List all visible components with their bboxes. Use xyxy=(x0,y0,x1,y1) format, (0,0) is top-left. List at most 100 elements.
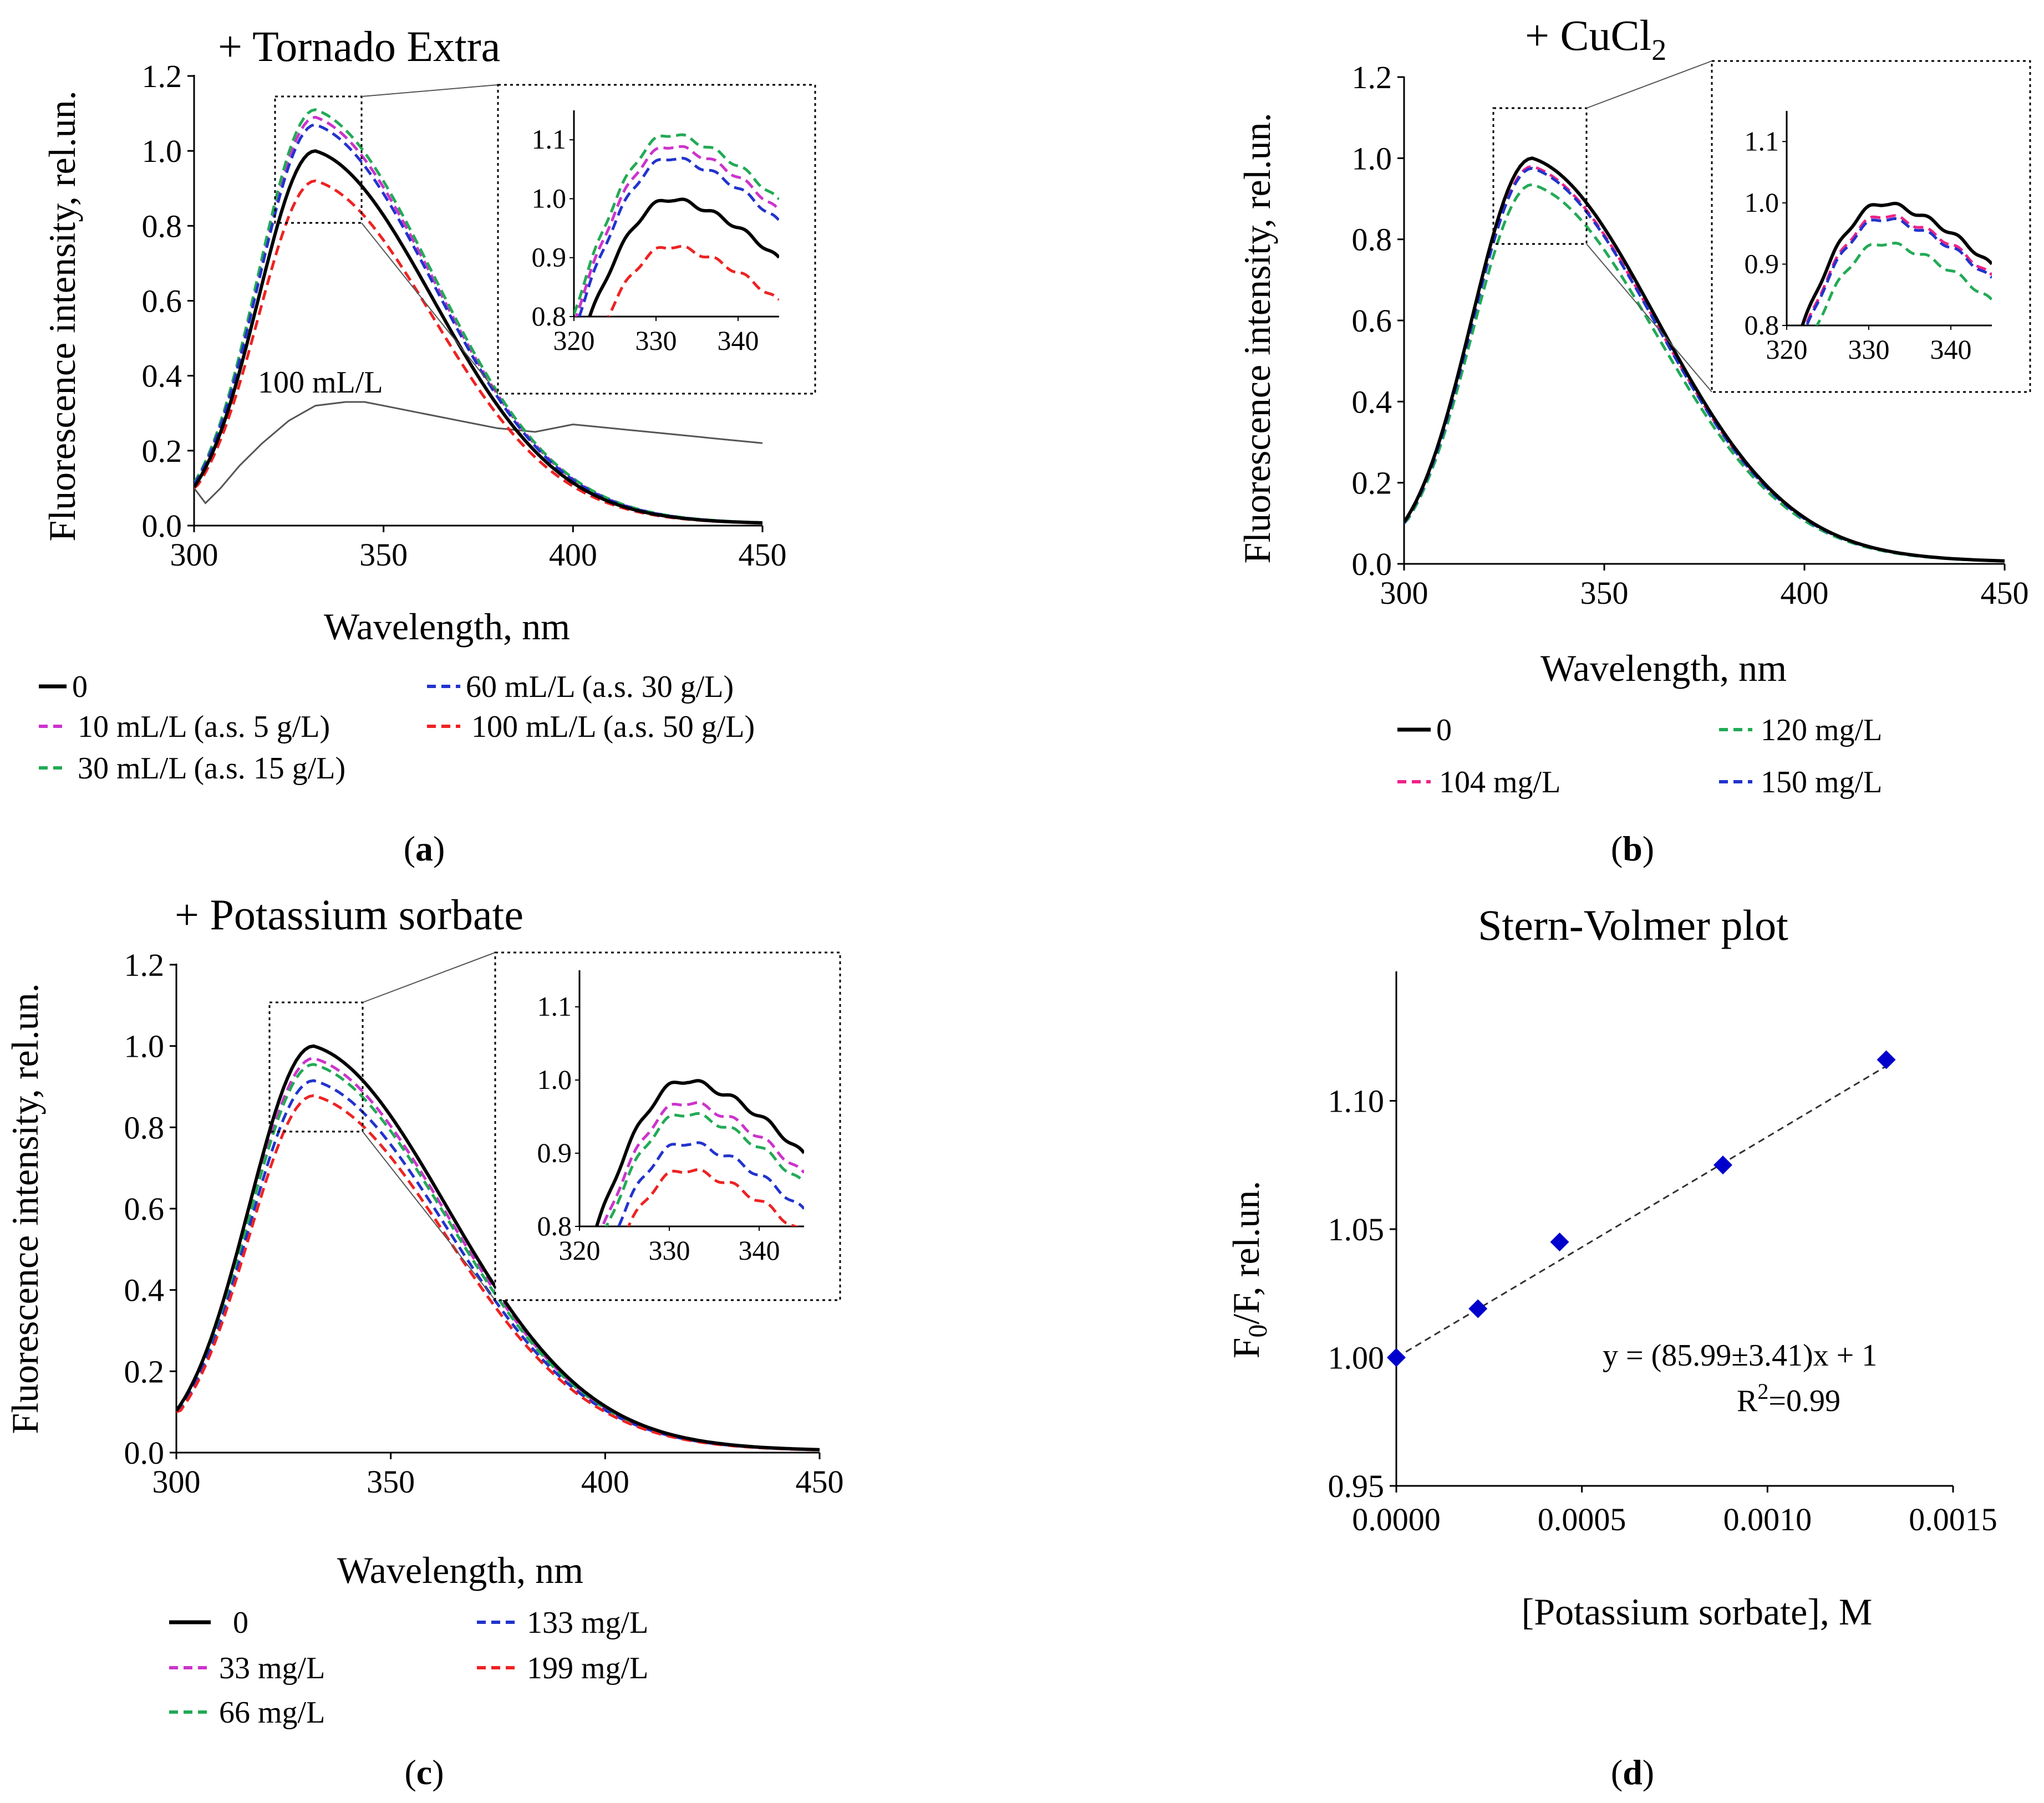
panel-d: Stern-Volmer plot F0/F, rel.un. [Potassi… xyxy=(1225,901,1997,1792)
y-tick-label: 1.10 xyxy=(1328,1083,1385,1119)
y-tick-label: 1.0 xyxy=(142,133,182,169)
inset-series-line xyxy=(607,245,779,317)
x-tick-label: 300 xyxy=(170,537,218,573)
panel-b-title: + CuCl2 xyxy=(1525,11,1666,67)
inset-x-tick: 340 xyxy=(718,325,759,356)
inset-y-tick: 0.9 xyxy=(532,242,567,273)
y-tick-label: 1.2 xyxy=(142,58,182,94)
y-tick-label: 0.2 xyxy=(124,1353,165,1389)
inset-x-tick: 330 xyxy=(635,325,677,356)
x-tick-label: 300 xyxy=(152,1464,201,1500)
legend-c-133: 133 mg/L xyxy=(527,1606,648,1640)
panel-a-caption: (a) xyxy=(404,829,445,868)
series-line xyxy=(1404,183,2005,563)
legend-b-120: 120 mg/L xyxy=(1761,713,1882,747)
inset-series-line xyxy=(1805,217,1992,325)
inset-series-line xyxy=(578,156,779,317)
y-tick-label: 0.8 xyxy=(124,1109,165,1145)
series-line xyxy=(176,1094,820,1451)
panel-c-xlabel: Wavelength, nm xyxy=(337,1549,583,1591)
panel-a-ylabel: Fluorescence intensity, rel.un. xyxy=(41,90,83,541)
panel-c-zoom-box xyxy=(268,1001,364,1133)
y-tick-label: 0.0 xyxy=(1352,546,1392,582)
inset-series-line xyxy=(1801,201,1992,325)
panel-d-axes xyxy=(1395,971,1953,1487)
legend-b-0: 0 xyxy=(1436,713,1452,747)
inset-series-line xyxy=(588,197,779,317)
fit-line xyxy=(1396,1065,1887,1358)
x-tick-label: 450 xyxy=(796,1464,844,1500)
panel-c-ylabel: Fluorescence intensity, rel.un. xyxy=(4,983,46,1434)
legend-c-66: 66 mg/L xyxy=(219,1695,325,1730)
y-tick-label: 1.0 xyxy=(1352,140,1392,176)
inset-y-tick: 0.9 xyxy=(1745,248,1779,279)
series-line xyxy=(194,149,762,525)
panel-c-title: + Potassium sorbate xyxy=(175,890,523,939)
legend-c-0: 0 xyxy=(233,1606,248,1640)
y-tick-label: 0.4 xyxy=(142,358,182,394)
panel-a-zoom-box xyxy=(274,95,363,224)
inset-x-tick: 330 xyxy=(649,1235,690,1266)
panel-d-xlabel: [Potassium sorbate], M xyxy=(1522,1591,1873,1633)
y-tick-label: 0.4 xyxy=(124,1272,165,1308)
inset-series-line xyxy=(627,1168,799,1226)
x-tick-label: 350 xyxy=(359,537,408,573)
panel-b-axes xyxy=(1403,77,2005,565)
y-tick-label: 1.00 xyxy=(1328,1340,1385,1376)
inset-y-tick: 0.8 xyxy=(537,1210,572,1241)
series-line-100-raw xyxy=(194,401,762,505)
inset-series-line xyxy=(604,1112,804,1226)
panel-b-inset-frame xyxy=(1711,60,2031,393)
panel-c-caption: (c) xyxy=(404,1753,444,1792)
y-tick-label: 0.6 xyxy=(1352,303,1392,339)
y-tick-label: 0.6 xyxy=(124,1191,165,1227)
panel-a: + Tornado Extra Fluorescence intensity, … xyxy=(39,22,816,868)
y-tick-label: 1.0 xyxy=(124,1028,165,1065)
data-point xyxy=(1387,1348,1406,1367)
inset-y-tick: 1.1 xyxy=(532,124,567,155)
legend-a-10: 10 mL/L (a.s. 5 g/L) xyxy=(78,710,330,744)
y-tick-label: 0.2 xyxy=(1352,465,1392,501)
x-tick-label: 350 xyxy=(367,1464,415,1500)
panel-a-xlabel: Wavelength, nm xyxy=(324,605,570,648)
panel-c-legend: 0 33 mg/L 66 mg/L 133 mg/L 199 mg/L xyxy=(169,1606,648,1730)
data-point xyxy=(1877,1050,1896,1069)
inset-x-tick: 320 xyxy=(553,325,595,356)
panel-d-ylabel: F0/F, rel.un. xyxy=(1225,1181,1273,1359)
panel-a-axes xyxy=(193,75,762,527)
inset-series-line xyxy=(617,1141,804,1226)
inset-series-line xyxy=(601,1101,804,1226)
y-tick-label: 0.95 xyxy=(1328,1468,1385,1504)
inset-y-tick: 0.8 xyxy=(1745,309,1779,340)
inset-y-tick: 0.8 xyxy=(532,300,567,332)
panel-a-inset-frame xyxy=(497,84,816,395)
panel-d-caption: (d) xyxy=(1611,1753,1654,1792)
x-tick-label: 400 xyxy=(1781,575,1829,611)
y-tick-label: 1.2 xyxy=(124,947,165,983)
y-tick-label: 0.0 xyxy=(124,1435,165,1471)
x-tick-label: 300 xyxy=(1380,575,1428,611)
panel-a-title: + Tornado Extra xyxy=(218,22,500,70)
legend-a-100: 100 mL/L (a.s. 50 g/L) xyxy=(471,710,755,744)
x-tick-label: 0.0010 xyxy=(1723,1501,1812,1537)
panel-a-annotation: 100 mL/L xyxy=(258,365,383,400)
inset-y-tick: 1.0 xyxy=(532,182,567,213)
y-tick-label: 1.05 xyxy=(1328,1211,1385,1247)
inset-series-line xyxy=(574,145,779,317)
series-line xyxy=(194,123,762,524)
x-tick-label: 400 xyxy=(581,1464,629,1500)
inset-x-tick: 340 xyxy=(739,1235,780,1266)
panel-b-ylabel: Fluorescence intensity, rel.un. xyxy=(1236,113,1278,563)
legend-b-150: 150 mg/L xyxy=(1761,765,1882,799)
panel-d-title: Stern-Volmer plot xyxy=(1478,901,1788,949)
panel-c-inset-frame xyxy=(494,951,841,1301)
y-tick-label: 0.8 xyxy=(1352,222,1392,258)
inset-x-tick: 340 xyxy=(1930,334,1972,365)
x-tick-label: 0.0015 xyxy=(1909,1501,1997,1537)
legend-a-30: 30 mL/L (a.s. 15 g/L) xyxy=(78,751,345,786)
panel-b-caption: (b) xyxy=(1611,829,1654,868)
legend-c-33: 33 mg/L xyxy=(219,1651,325,1685)
inset-series-line xyxy=(594,1079,804,1226)
inset-y-tick: 0.9 xyxy=(537,1137,572,1168)
